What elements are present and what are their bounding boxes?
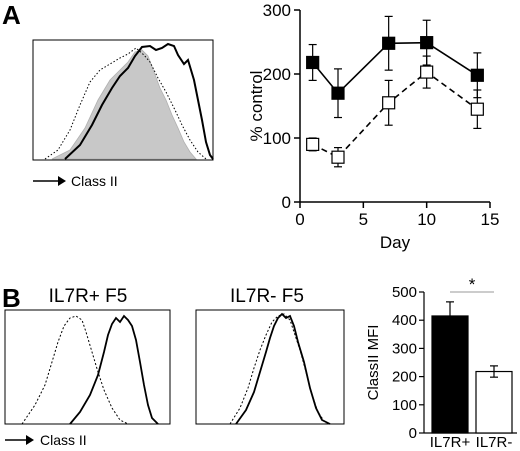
class-ii-axis-label-a: Class II [71, 173, 118, 189]
histogram-frame [32, 39, 214, 161]
y-tick-label: 500 [392, 284, 417, 301]
panel-b-histogram-il7r-plus: IL7R+ F5 Class II [4, 286, 171, 448]
series-1-marker [382, 36, 396, 50]
series-1-marker [331, 86, 345, 100]
series-1-marker [420, 36, 434, 50]
panel-b-label: B [2, 283, 21, 313]
y-tick-label: 0 [409, 425, 417, 442]
y-tick-label: 400 [392, 312, 417, 329]
y-tick-label: 200 [263, 65, 291, 84]
y-tick-label: 300 [263, 1, 291, 20]
histogram-frame [195, 309, 345, 425]
x-tick-label: 0 [295, 210, 304, 229]
y-tick-label: 100 [263, 129, 291, 148]
x-tick-label: 5 [359, 210, 368, 229]
panel-b-histogram-il7r-minus: IL7R- F5 [195, 286, 345, 425]
histogram-dashed-control [21, 315, 129, 425]
histogram-solid-curve [64, 42, 214, 160]
y-axis-label-percent-control: % control [247, 71, 266, 142]
panel-a-line-chart: % control Day 0 100 200 300 0 5 10 15 [247, 1, 499, 252]
series-1-marker [306, 55, 320, 70]
series-1-marker [470, 68, 484, 82]
series-2-line [312, 71, 478, 159]
panel-a-label: A [2, 0, 21, 30]
category-label: IL7R- [476, 434, 513, 451]
histogram-dashed-control [229, 313, 327, 425]
histogram-solid-il7r-minus [235, 312, 331, 425]
y-tick-label: 100 [392, 397, 417, 414]
y-tick-label: 0 [282, 193, 291, 212]
category-label: IL7R+ [430, 434, 471, 451]
series-2-marker [382, 96, 396, 110]
series-1-line [312, 41, 478, 95]
histogram-frame [4, 309, 171, 425]
histogram-title-il7r-minus: IL7R- F5 [230, 286, 304, 307]
series-2-marker [306, 137, 320, 151]
class-ii-arrowhead [58, 176, 66, 186]
series-2-marker [331, 150, 345, 164]
bar-IL7R+ [431, 315, 469, 434]
class-ii-axis-label-b: Class II [40, 432, 87, 448]
class-ii-arrowhead-b [26, 435, 34, 445]
x-tick-label: 10 [417, 210, 436, 229]
series-2-marker [420, 65, 434, 79]
histogram-title-il7r-plus: IL7R+ F5 [49, 286, 128, 307]
x-axis-label-day: Day [380, 233, 411, 252]
y-tick-label: 300 [392, 340, 417, 357]
y-tick-label: 200 [392, 369, 417, 386]
histogram-filled-control [51, 49, 197, 160]
histogram-solid-il7r-plus [69, 314, 159, 425]
bar-IL7R- [475, 370, 513, 434]
series-2-marker [470, 102, 484, 116]
significance-star: * [469, 275, 476, 294]
panel-a-histogram: Class II [32, 39, 214, 189]
panel-b-bar-chart: ClassII MFI * 0 100 200 300 400 500 IL7R+ IL7R- [365, 275, 517, 451]
x-tick-label: 15 [481, 210, 500, 229]
y-axis-label-classii-mfi: ClassII MFI [365, 325, 382, 401]
